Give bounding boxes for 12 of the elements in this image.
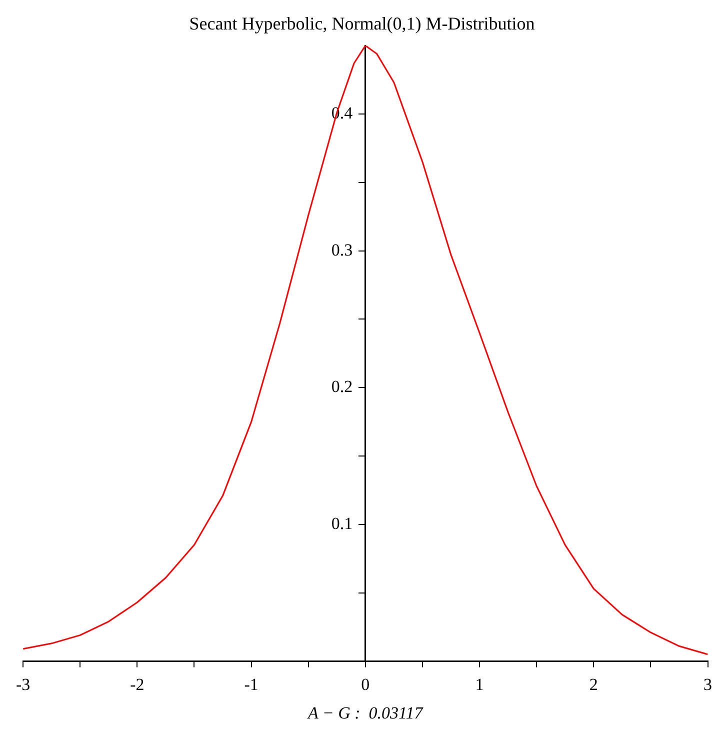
chart-title: Secant Hyperbolic, Normal(0,1) M-Distribution — [189, 14, 535, 34]
x-axis-title: A − G : 0.03117 — [307, 703, 424, 722]
x-tick-label: 3 — [704, 674, 712, 694]
x-tick-label: 0 — [361, 674, 370, 694]
x-tick-label: -2 — [130, 674, 144, 694]
y-tick-label: 0.1 — [331, 514, 366, 533]
x-tick-label: -1 — [244, 674, 258, 694]
y-tick-label: 0.3 — [331, 240, 366, 260]
x-tick-label: 2 — [589, 674, 598, 694]
x-tick-label: 1 — [475, 674, 484, 694]
x-tick-label: -3 — [16, 674, 30, 694]
y-tick-label: 0.2 — [331, 377, 366, 396]
